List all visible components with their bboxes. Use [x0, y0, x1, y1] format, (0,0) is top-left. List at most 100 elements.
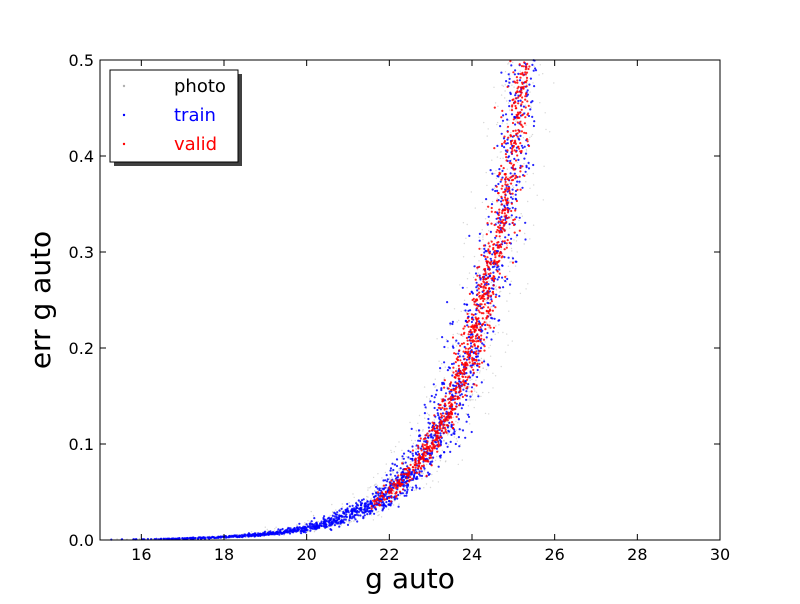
point-photo: [283, 534, 285, 536]
point-valid: [439, 427, 442, 430]
point-valid: [493, 106, 496, 109]
point-valid: [475, 350, 478, 353]
point-train: [392, 496, 395, 499]
point-valid: [477, 322, 480, 325]
point-train: [514, 260, 517, 263]
point-valid: [517, 129, 520, 132]
point-train: [357, 499, 360, 502]
point-photo: [421, 478, 423, 480]
point-valid: [485, 310, 488, 313]
point-valid: [498, 254, 501, 257]
point-valid: [505, 201, 508, 204]
point-train: [407, 484, 410, 487]
point-valid: [513, 218, 517, 221]
point-photo: [436, 455, 438, 458]
point-valid: [460, 384, 463, 387]
point-train: [224, 536, 228, 539]
point-valid: [461, 363, 465, 366]
point-train: [534, 69, 538, 72]
point-train: [489, 257, 492, 260]
point-train: [343, 518, 346, 521]
point-valid: [381, 492, 384, 495]
point-photo: [470, 191, 472, 193]
x-tick-label: 18: [214, 545, 234, 564]
point-valid: [526, 100, 529, 103]
point-photo: [422, 472, 424, 475]
point-valid: [477, 336, 481, 339]
point-train: [485, 198, 488, 201]
point-valid: [481, 323, 484, 326]
point-valid: [456, 356, 460, 359]
point-photo: [304, 522, 306, 524]
point-photo: [496, 121, 499, 124]
point-train: [293, 527, 296, 530]
point-valid: [442, 398, 445, 401]
point-valid: [510, 152, 513, 155]
point-train: [428, 462, 432, 465]
point-train: [524, 170, 527, 173]
point-valid: [492, 243, 495, 246]
point-train: [499, 125, 502, 128]
point-valid: [376, 491, 380, 494]
point-train: [192, 537, 195, 540]
point-valid: [418, 458, 421, 461]
point-photo: [490, 306, 492, 308]
point-train: [491, 266, 494, 269]
point-photo: [504, 351, 507, 353]
point-valid: [484, 278, 487, 281]
point-photo: [488, 413, 490, 415]
point-valid: [519, 188, 522, 191]
point-photo: [485, 300, 487, 302]
point-train: [350, 517, 353, 520]
point-train: [458, 428, 461, 431]
point-train: [471, 316, 474, 319]
point-valid: [484, 287, 487, 290]
point-valid: [482, 244, 486, 247]
point-train: [496, 189, 499, 192]
point-train: [394, 477, 398, 480]
point-photo: [511, 173, 513, 175]
point-photo: [478, 372, 481, 374]
point-valid: [479, 329, 482, 332]
y-tick-label: 0.0: [69, 531, 94, 550]
point-photo: [527, 200, 529, 203]
point-train: [509, 159, 512, 163]
point-valid: [457, 364, 460, 367]
point-valid: [394, 483, 397, 486]
point-valid: [417, 447, 420, 450]
point-valid: [375, 502, 378, 505]
point-train: [280, 532, 283, 535]
point-valid: [431, 447, 434, 450]
point-train: [462, 388, 465, 391]
point-photo: [466, 375, 469, 377]
point-train: [501, 276, 504, 279]
point-photo: [516, 251, 518, 253]
point-valid: [467, 333, 470, 336]
point-train: [174, 537, 177, 540]
point-photo: [407, 458, 409, 460]
point-valid: [390, 488, 393, 491]
point-train: [522, 105, 526, 108]
point-photo: [487, 327, 490, 329]
point-photo: [447, 444, 450, 446]
point-valid: [423, 444, 427, 447]
point-train: [465, 372, 468, 375]
point-train: [508, 105, 511, 108]
point-photo: [401, 458, 403, 460]
point-train: [351, 504, 354, 507]
point-photo: [453, 436, 456, 438]
point-photo: [445, 338, 448, 341]
point-valid: [513, 149, 516, 152]
point-train: [515, 184, 518, 187]
point-train: [410, 427, 413, 430]
point-valid: [474, 328, 477, 331]
point-train: [355, 502, 358, 505]
point-train: [469, 395, 472, 398]
point-photo: [539, 64, 541, 66]
point-train: [330, 520, 334, 523]
point-valid: [496, 262, 499, 265]
point-photo: [389, 478, 391, 480]
point-valid: [477, 287, 480, 290]
point-photo: [465, 311, 468, 314]
point-valid: [374, 499, 377, 502]
